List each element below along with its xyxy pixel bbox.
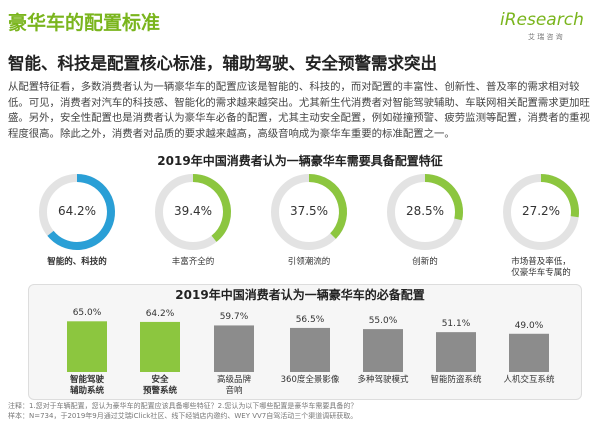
bar bbox=[509, 333, 549, 372]
bar bbox=[290, 327, 330, 372]
category-label: 引领潮流的 bbox=[287, 257, 331, 267]
intro: 从配置特征看，多数消费者认为一辆豪华车的配置应该是智能的、科技的，而对配置的丰富… bbox=[8, 81, 590, 140]
category-label: 高级品牌 音响 bbox=[216, 375, 251, 396]
chart-title: 2019年中国消费者认为一辆豪华车需要具备配置特征 bbox=[157, 154, 443, 168]
category-label: 安全 预警系统 bbox=[142, 375, 177, 396]
value-label: 28.5% bbox=[405, 204, 445, 218]
category-label: 智能的、科技的 bbox=[47, 257, 107, 267]
category-label: 人机交互系统 bbox=[503, 375, 555, 385]
donut-arc bbox=[308, 174, 347, 239]
donut-arc bbox=[540, 174, 579, 218]
category-label: 多种驾驶模式 bbox=[357, 375, 409, 385]
category-label: 360度全景影像 bbox=[280, 375, 340, 385]
value-label: 56.5% bbox=[295, 314, 325, 325]
value-label: 64.2% bbox=[57, 204, 97, 218]
category-label: 智能驾驶 辅助系统 bbox=[69, 375, 104, 396]
value-label: 49.0% bbox=[514, 320, 544, 331]
bar bbox=[363, 329, 403, 372]
note: 样本：N=734，于2019年9月通过艾瑞iClick社区、线下经销店内邀约、W… bbox=[8, 412, 358, 420]
value-label: 64.2% bbox=[145, 308, 175, 319]
bar bbox=[436, 332, 476, 372]
bar bbox=[214, 325, 254, 372]
value-label: 39.4% bbox=[173, 204, 213, 218]
subtitle: 智能、科技是配置核心标准，辅助驾驶、安全预警需求突出 bbox=[8, 54, 437, 73]
donut-arc bbox=[47, 174, 115, 250]
page-title: 豪华车的配置标准 bbox=[8, 12, 161, 34]
value-label: 55.0% bbox=[368, 316, 398, 327]
chart-title: 2019年中国消费者认为一辆豪华车的必备配置 bbox=[175, 288, 425, 302]
value-label: 59.7% bbox=[219, 312, 249, 323]
value-label: 27.2% bbox=[521, 204, 561, 218]
logo: iResearch bbox=[500, 10, 584, 30]
category-label: 创新的 bbox=[412, 257, 438, 267]
logo-sub: 艾 瑞 咨 询 bbox=[528, 33, 563, 41]
bar bbox=[67, 321, 107, 372]
value-label: 37.5% bbox=[289, 204, 329, 218]
category-label: 市场普及率低， 仅豪华车专属的 bbox=[511, 257, 571, 278]
bar bbox=[140, 321, 180, 372]
value-label: 51.1% bbox=[441, 319, 471, 330]
value-label: 65.0% bbox=[72, 308, 102, 319]
note: 注释：1.您对于车辆配置，您认为豪华车的配置应该具备哪些特征？2.您认为以下哪些… bbox=[8, 402, 358, 410]
category-label: 智能防盗系统 bbox=[430, 375, 482, 385]
donut-arc bbox=[424, 174, 463, 221]
donut-arc bbox=[192, 174, 231, 242]
category-label: 丰富齐全的 bbox=[171, 257, 215, 267]
